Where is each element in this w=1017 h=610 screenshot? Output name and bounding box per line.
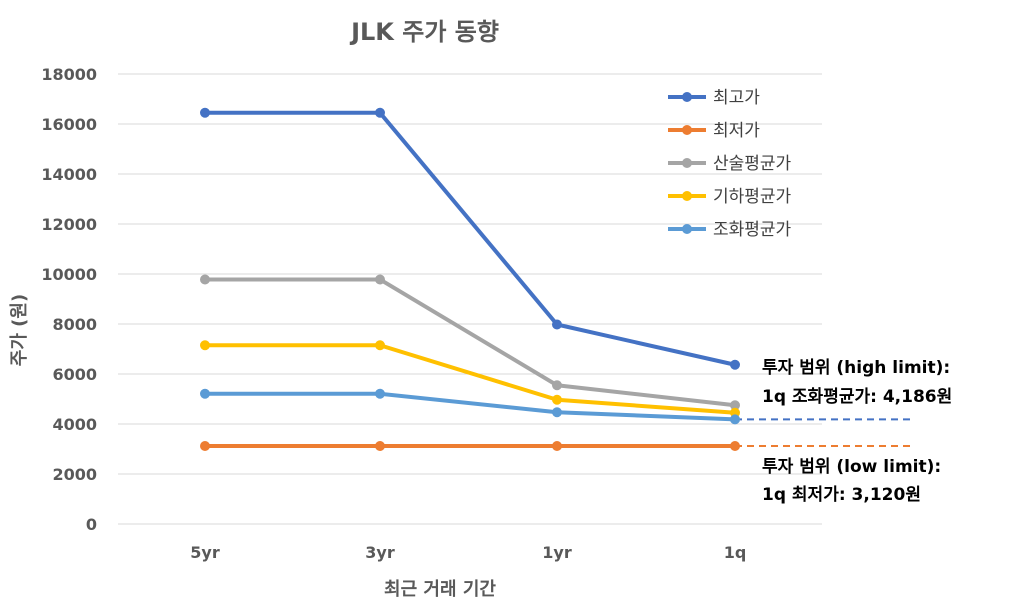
- series-5: [200, 388, 740, 425]
- legend-label: 최저가: [713, 121, 760, 141]
- data-point: [375, 340, 385, 351]
- y-axis-ticks: 0 2000 4000 6000 8000 10000 12000 14000 16000 180…: [41, 65, 97, 534]
- data-point: [552, 394, 562, 405]
- data-point: [375, 107, 385, 118]
- legend-label: 기하평균가: [713, 187, 792, 207]
- data-point: [375, 388, 385, 399]
- data-point: [375, 441, 385, 451]
- legend-item: 산술평균가: [668, 154, 792, 174]
- y-tick-label: 10000: [41, 265, 97, 284]
- legend-marker: [682, 92, 692, 102]
- data-point: [730, 414, 740, 425]
- annotation-text: 투자 범위 (high limit):: [762, 358, 950, 378]
- series-line: [203, 110, 737, 367]
- series-2: [200, 441, 740, 451]
- series-4: [200, 340, 740, 418]
- data-point: [552, 319, 562, 330]
- y-tick-label: 16000: [41, 115, 97, 134]
- data-point: [200, 107, 210, 118]
- y-tick-label: 12000: [41, 215, 97, 234]
- series-line: [203, 277, 737, 408]
- data-point: [552, 380, 562, 391]
- series-line: [203, 343, 737, 415]
- data-point: [552, 441, 562, 451]
- data-point: [200, 274, 210, 285]
- y-tick-label: 8000: [52, 315, 97, 334]
- data-point: [200, 388, 210, 399]
- legend-item: 조화평균가: [668, 220, 792, 240]
- legend-label: 조화평균가: [713, 220, 792, 240]
- y-tick-label: 4000: [52, 415, 97, 434]
- y-tick-label: 2000: [52, 465, 97, 484]
- annotation-text: 1q 최저가: 3,120원: [762, 485, 921, 505]
- data-point: [200, 340, 210, 351]
- y-tick-label: 14000: [41, 165, 97, 184]
- x-tick-label: 1yr: [542, 543, 572, 562]
- data-point: [730, 400, 740, 411]
- legend-marker: [682, 158, 692, 168]
- gridlines: [118, 73, 822, 525]
- x-tick-label: 5yr: [190, 543, 220, 562]
- data-point: [552, 407, 562, 418]
- data-point: [375, 274, 385, 285]
- annotation-text: 투자 범위 (low limit):: [762, 457, 941, 477]
- data-point: [730, 441, 740, 451]
- annotation-text: 1q 조화평균가: 4,186원: [762, 387, 952, 407]
- legend-label: 최고가: [713, 88, 760, 108]
- annotation-low-limit: 투자 범위 (low limit): 1q 최저가: 3,120원: [762, 457, 941, 505]
- chart-title: JLK 주가 동향: [349, 18, 499, 46]
- legend-marker: [682, 224, 692, 234]
- x-axis-ticks: 5yr 3yr 1yr 1q: [190, 543, 746, 562]
- x-tick-label: 3yr: [365, 543, 395, 562]
- series-line: [203, 391, 737, 422]
- series-1: [200, 107, 740, 370]
- legend-marker: [682, 191, 692, 201]
- data-point: [730, 359, 740, 370]
- legend-label: 산술평균가: [713, 154, 792, 174]
- data-point: [200, 441, 210, 451]
- legend-marker: [682, 125, 692, 135]
- annotation-high-limit: 투자 범위 (high limit): 1q 조화평균가: 4,186원: [762, 358, 952, 407]
- y-tick-label: 6000: [52, 365, 97, 384]
- y-tick-label: 0: [86, 515, 97, 534]
- x-tick-label: 1q: [724, 543, 747, 562]
- legend-item: 최고가: [668, 88, 760, 108]
- y-tick-label: 18000: [41, 65, 97, 84]
- legend-item: 기하평균가: [668, 187, 792, 207]
- x-axis-label: 최근 거래 기간: [384, 579, 496, 600]
- series-3: [200, 274, 740, 411]
- legend-item: 최저가: [668, 121, 760, 141]
- reference-lines: [735, 418, 915, 447]
- series-lines: [200, 107, 740, 451]
- y-axis-label: 주가 (원): [9, 294, 30, 366]
